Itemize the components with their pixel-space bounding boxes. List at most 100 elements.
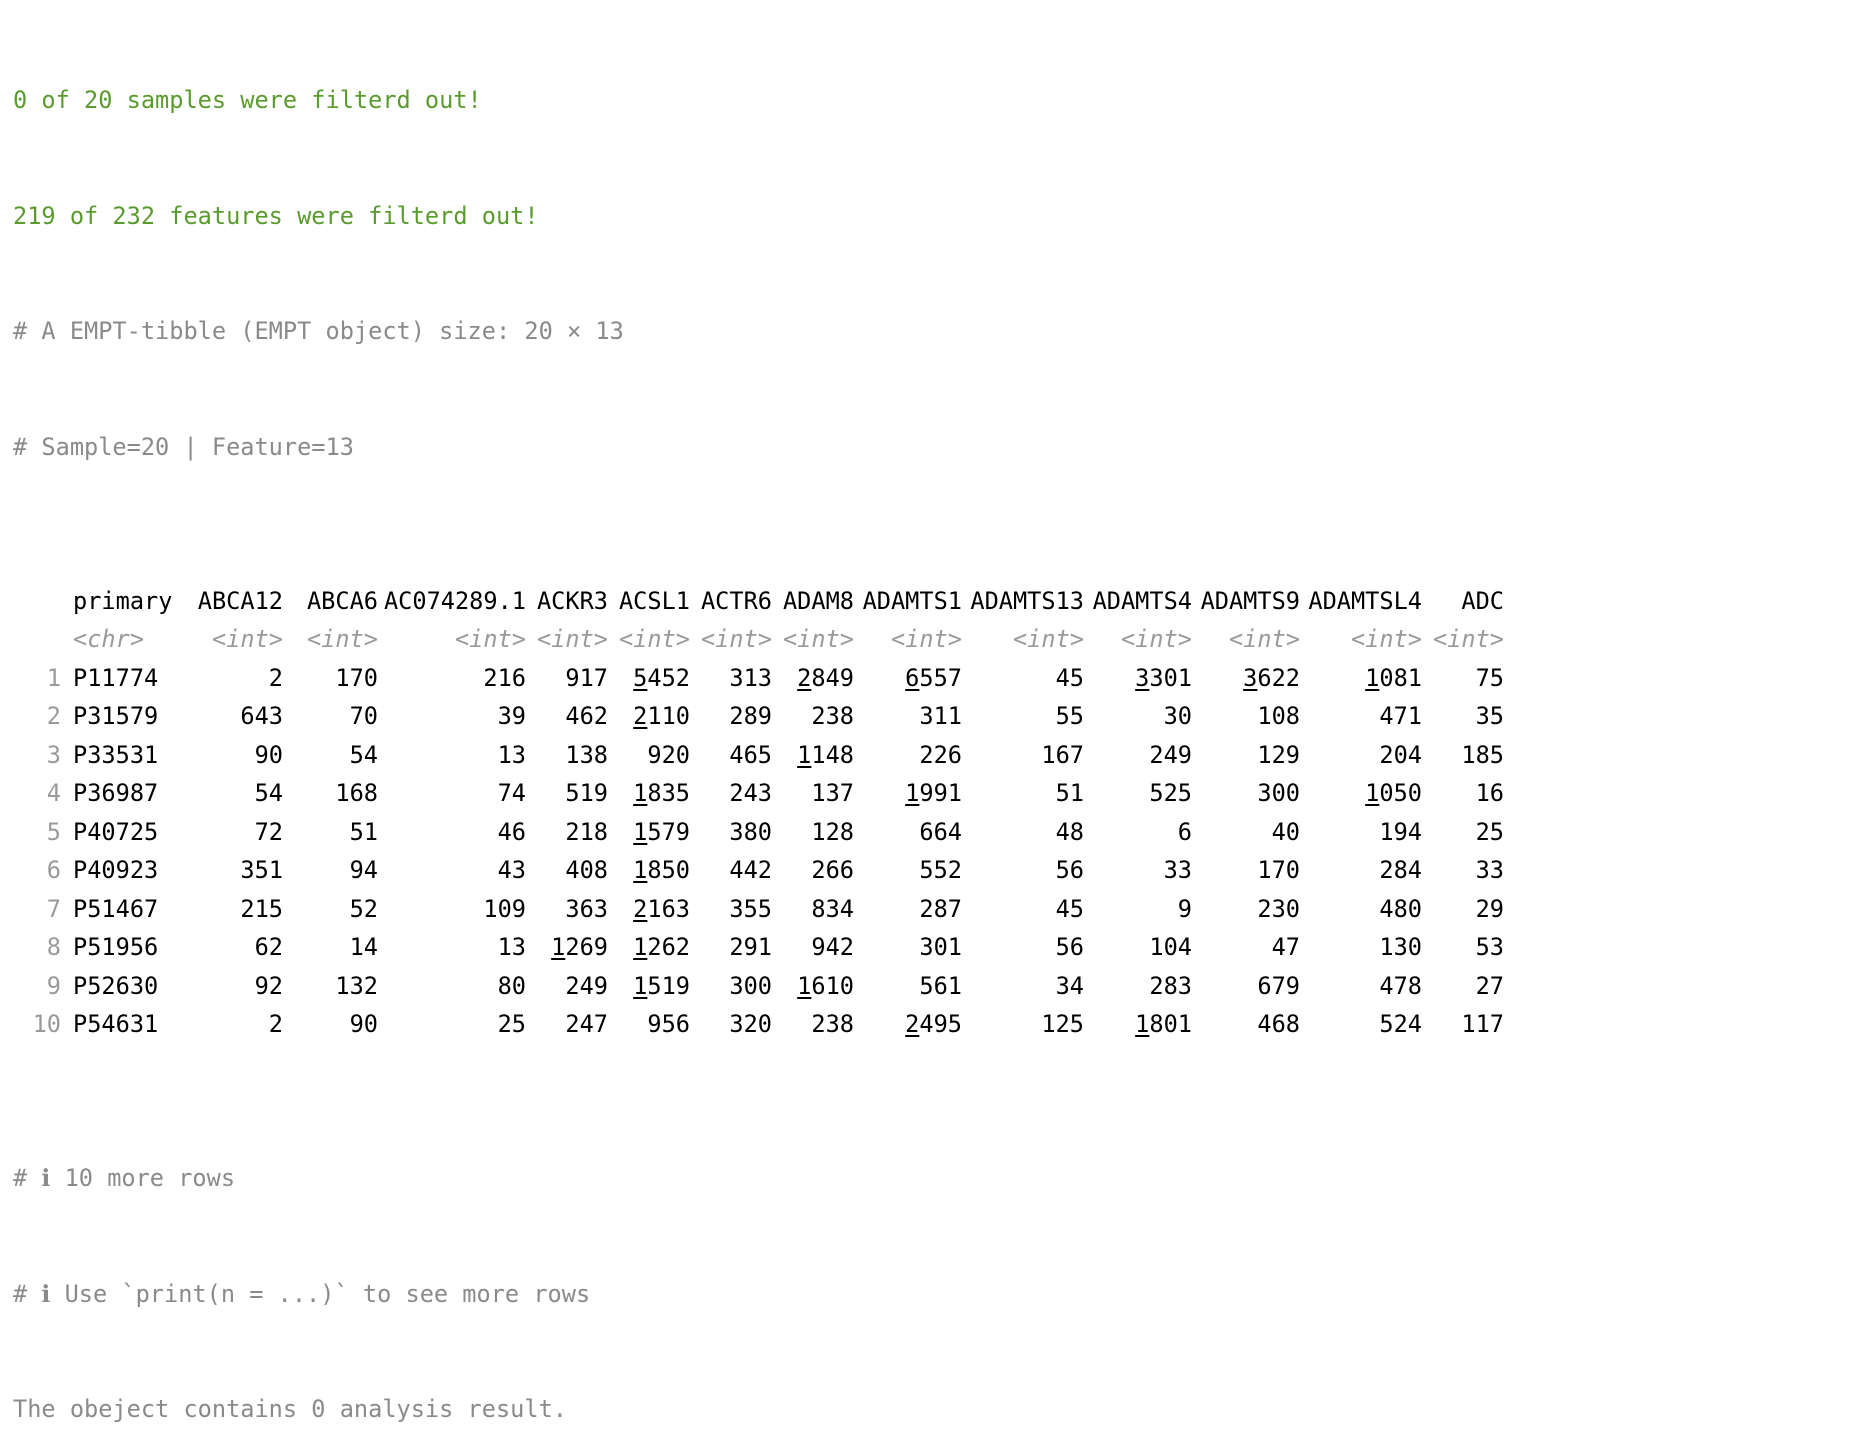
features-filter-message: 219 of 232 features were filterd out! bbox=[13, 201, 539, 230]
table-cell: P40923 bbox=[73, 856, 159, 884]
table-row: 10 P54631 2 90 25 247 956 320 238 2495 125 1801 468 5… bbox=[13, 1005, 1504, 1044]
table-cell: P33531 bbox=[73, 740, 159, 769]
table-cell: 834 bbox=[811, 894, 854, 923]
table-cell: 6557 bbox=[905, 663, 962, 692]
table-cell: 289 bbox=[729, 702, 772, 730]
table-cell: 2 bbox=[268, 663, 283, 692]
samples-filter-message: 0 of 20 samples were filterd out! bbox=[13, 86, 482, 114]
column-header-adamts9: ADAMTS9 bbox=[1200, 586, 1300, 615]
table-cell: 1835 bbox=[633, 779, 690, 807]
table-cell: 266 bbox=[811, 856, 854, 884]
table-cell: 129 bbox=[1257, 740, 1300, 769]
table-cell: 29 bbox=[1475, 894, 1504, 923]
table-cell: 2 bbox=[268, 1010, 283, 1038]
column-header-ac074289-1: AC074289.1 bbox=[383, 586, 526, 615]
table-cell: 128 bbox=[811, 817, 854, 846]
row-number: 6 bbox=[46, 856, 61, 884]
table-cell: P11774 bbox=[73, 663, 159, 692]
table-cell: 238 bbox=[811, 702, 854, 730]
table-row: 4 P36987 54 168 74 519 1835 243 137 1991 51 525 300 1… bbox=[13, 774, 1504, 813]
table-cell: 56 bbox=[1055, 856, 1084, 884]
table-cell: 380 bbox=[729, 817, 772, 846]
table-cell: 167 bbox=[1041, 740, 1084, 769]
table-cell: P36987 bbox=[73, 779, 159, 807]
table-cell: 917 bbox=[565, 663, 608, 692]
table-cell: 48 bbox=[1055, 817, 1084, 846]
table-cell: 249 bbox=[565, 971, 608, 1000]
table-cell: P52630 bbox=[73, 971, 159, 1000]
column-header-adamts1: ADAMTS1 bbox=[862, 586, 962, 615]
table-cell: 34 bbox=[1055, 971, 1084, 1000]
table-cell: 216 bbox=[483, 663, 526, 692]
table-cell: 13 bbox=[497, 740, 526, 769]
row-number: 8 bbox=[46, 933, 61, 961]
table-cell: 524 bbox=[1379, 1010, 1422, 1038]
table-cell: 194 bbox=[1379, 817, 1422, 846]
table-cell: 14 bbox=[349, 933, 378, 961]
tibble-dimensions: # Sample=20 | Feature=13 bbox=[13, 432, 354, 461]
table-cell: 247 bbox=[565, 1010, 608, 1038]
table-cell: 519 bbox=[565, 779, 608, 807]
row-number: 10 bbox=[32, 1010, 61, 1038]
table-cell: 313 bbox=[729, 663, 772, 692]
table-cell: 72 bbox=[254, 817, 283, 846]
column-header-adamtsl4: ADAMTSL4 bbox=[1308, 586, 1422, 615]
table-cell: 679 bbox=[1257, 971, 1300, 1000]
column-type-adam8: <int> bbox=[782, 625, 854, 653]
table-cell: 55 bbox=[1055, 702, 1084, 730]
table-cell: 351 bbox=[240, 856, 283, 884]
table-cell: 465 bbox=[729, 740, 772, 769]
table-cell: 243 bbox=[729, 779, 772, 807]
table-cell: 1081 bbox=[1365, 663, 1422, 692]
table-cell: 35 bbox=[1475, 702, 1504, 730]
row-number: 4 bbox=[46, 779, 61, 807]
table-body: 1 P11774 2 170 216 917 5452 313 2849 6557 45 3301 36… bbox=[13, 659, 1504, 1044]
table-cell: 478 bbox=[1379, 971, 1422, 1000]
table-cell: 300 bbox=[1257, 779, 1300, 807]
table-cell: 363 bbox=[565, 894, 608, 923]
table-cell: 1579 bbox=[633, 817, 690, 846]
table-cell: P51956 bbox=[73, 933, 159, 961]
table-cell: 643 bbox=[240, 702, 283, 730]
table-cell: 284 bbox=[1379, 856, 1422, 884]
table-cell: 920 bbox=[647, 740, 690, 769]
table-cell: 664 bbox=[919, 817, 962, 846]
column-header-adam8: ADAM8 bbox=[782, 586, 854, 615]
table-cell: 1850 bbox=[633, 856, 690, 884]
table-cell: 94 bbox=[349, 856, 378, 884]
table-cell: 109 bbox=[483, 894, 526, 923]
column-type-adamts9: <int> bbox=[1228, 625, 1300, 653]
table-cell: P31579 bbox=[73, 702, 159, 730]
table-cell: 125 bbox=[1041, 1010, 1084, 1038]
table-cell: 480 bbox=[1379, 894, 1422, 923]
table-cell: 70 bbox=[349, 702, 378, 730]
table-cell: 1991 bbox=[905, 779, 962, 807]
table-cell: 311 bbox=[919, 702, 962, 730]
table-cell: 51 bbox=[1055, 779, 1084, 807]
table-cell: 90 bbox=[254, 740, 283, 769]
column-header-ackr3: ACKR3 bbox=[536, 586, 608, 615]
column-header-abca6: ABCA6 bbox=[306, 586, 378, 615]
table-cell: 471 bbox=[1379, 702, 1422, 730]
table-cell: 287 bbox=[919, 894, 962, 923]
column-header-row: primary ABCA12 ABCA6 AC074289.1 ACKR3 ACSL1 AC… bbox=[13, 582, 1504, 621]
table-row: 7 P51467 215 52 109 363 2163 355 834 287 45 9 230 480… bbox=[13, 890, 1504, 929]
table-cell: 462 bbox=[565, 702, 608, 730]
table-cell: 1269 bbox=[551, 933, 608, 961]
table-cell: P40725 bbox=[73, 817, 159, 846]
column-type-row: <chr> <int> <int> <int> <int> <int> <int> <int>… bbox=[13, 620, 1504, 659]
table-cell: 137 bbox=[811, 779, 854, 807]
row-number: 7 bbox=[46, 894, 61, 923]
table-cell: 33 bbox=[1163, 856, 1192, 884]
table-cell: 525 bbox=[1149, 779, 1192, 807]
table-cell: 218 bbox=[565, 817, 608, 846]
more-rows-note: # ℹ 10 more rows bbox=[13, 1164, 236, 1192]
table-cell: 5452 bbox=[633, 663, 690, 692]
table-cell: 108 bbox=[1257, 702, 1300, 730]
table-cell: 117 bbox=[1461, 1010, 1504, 1038]
table-cell: 90 bbox=[349, 1010, 378, 1038]
column-header-adc: ADC bbox=[1461, 586, 1504, 615]
column-type-abca12: <int> bbox=[211, 625, 283, 653]
column-type-abca6: <int> bbox=[306, 625, 378, 653]
column-header-adamts4: ADAMTS4 bbox=[1092, 586, 1192, 615]
